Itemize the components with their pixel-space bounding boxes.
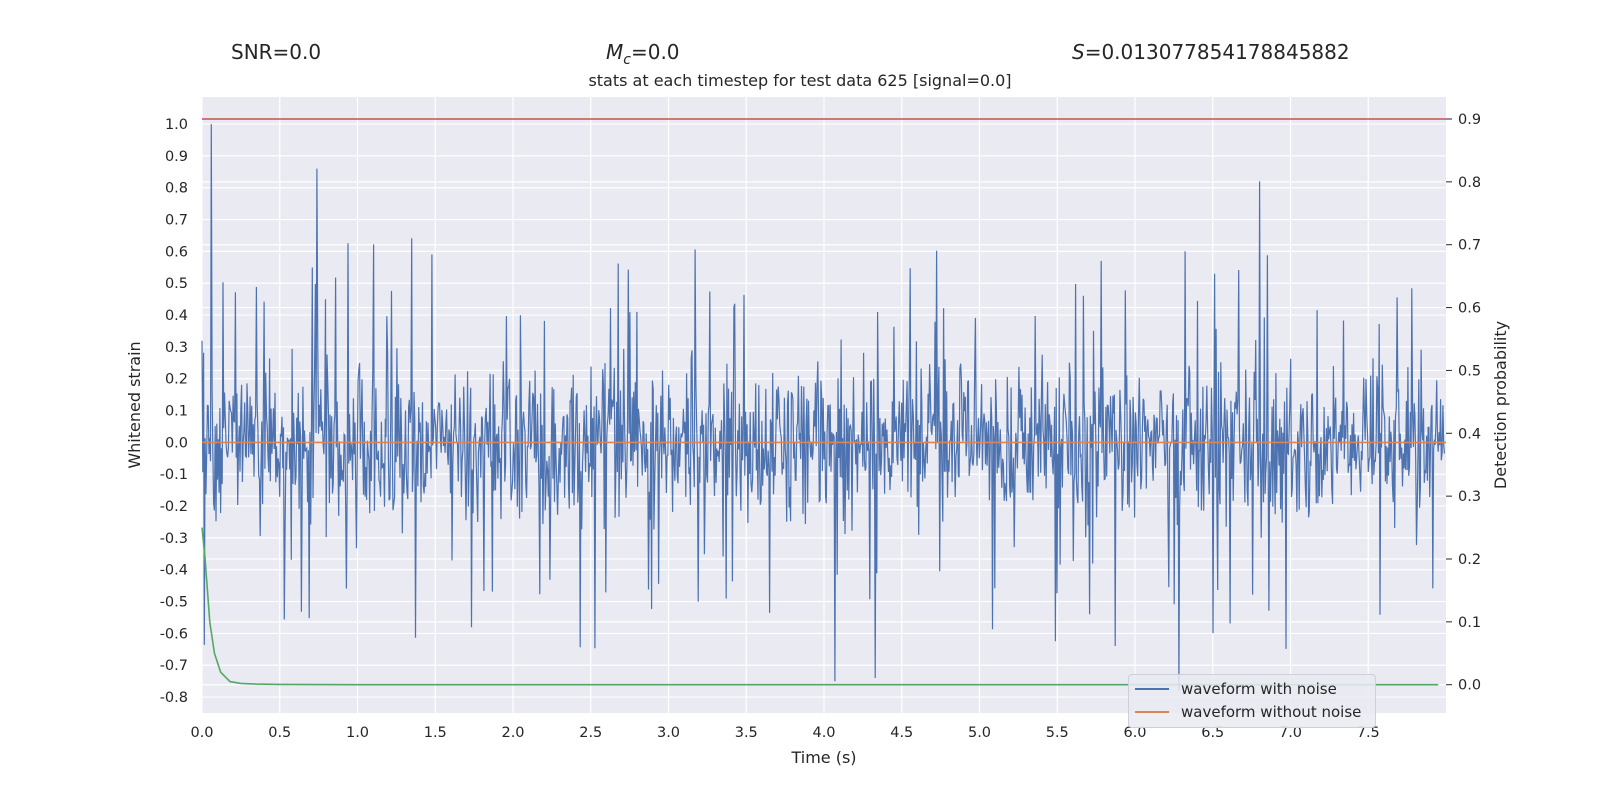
x-tick-label: 3.5 [735, 725, 758, 741]
y-left-tick-label: 0.8 [165, 181, 188, 197]
y-right-tick-label: 0.8 [1458, 175, 1481, 191]
x-tick-label: 2.5 [579, 725, 602, 741]
y-right-tick-label: 0.0 [1458, 678, 1481, 694]
detection-probability-line [201, 527, 1439, 686]
chirp-mass-label: Mc=0.0 [606, 40, 680, 68]
y-left-tick-label: -0.6 [160, 626, 188, 642]
x-tick-label: 5.0 [968, 725, 991, 741]
ticks: 0.0 0.5 1.0 1.5 2.0 2.5 3.0 3.5 4.0 4.5 5.0 5.5 6.0 6… [160, 112, 1481, 741]
x-tick-label: 2.0 [501, 725, 524, 741]
s-stat-symbol: S [1072, 40, 1085, 64]
snr-text: SNR=0.0 [231, 40, 322, 64]
y-left-tick-label: 1.0 [165, 117, 188, 133]
x-tick-label: 4.5 [890, 725, 913, 741]
y-right-tick-label: 0.1 [1458, 615, 1481, 631]
legend-label-without-noise: waveform without noise [1181, 703, 1362, 721]
x-tick-label: 3.0 [657, 725, 680, 741]
y-left-tick-label: 0.0 [165, 435, 188, 451]
y-left-tick-label: -0.4 [160, 563, 188, 579]
y-right-tick-label: 0.4 [1458, 426, 1481, 442]
y-left-tick-label: -0.8 [160, 690, 188, 706]
snr-label: SNR=0.0 [231, 40, 321, 64]
y-axis-left-label: Whitened strain [125, 341, 144, 468]
y-left-tick-label: 0.3 [165, 340, 188, 356]
x-tick-label: 6.5 [1201, 725, 1224, 741]
x-tick-label: 4.0 [812, 725, 835, 741]
chart-title: stats at each timestep for test data 625… [588, 71, 1012, 90]
y-left-tick-label: 0.5 [165, 276, 188, 292]
y-left-tick-label: -0.2 [160, 499, 188, 515]
y-left-tick-label: 0.9 [165, 149, 188, 165]
legend-item-without-noise: waveform without noise [1135, 701, 1361, 723]
y-left-tick-label: 0.1 [165, 404, 188, 420]
y-left-tick-label: -0.3 [160, 531, 188, 547]
legend-swatch-without-noise [1135, 711, 1169, 713]
legend-swatch-with-noise [1135, 688, 1169, 690]
x-axis-label: Time (s) [790, 748, 856, 767]
y-left-tick-label: -0.5 [160, 595, 188, 611]
s-stat-value: =0.013077854178845882 [1084, 40, 1350, 64]
y-right-tick-label: 0.5 [1458, 363, 1481, 379]
x-tick-label: 0.0 [190, 725, 213, 741]
legend: waveform with noise waveform without noi… [1128, 674, 1376, 728]
y-left-tick-label: -0.7 [160, 658, 188, 674]
x-tick-label: 7.0 [1279, 725, 1302, 741]
chirp-mass-subscript: c [623, 52, 631, 68]
chirp-mass-symbol: M [606, 40, 624, 64]
y-right-tick-label: 0.2 [1458, 552, 1481, 568]
x-tick-label: 5.5 [1046, 725, 1069, 741]
legend-label-with-noise: waveform with noise [1181, 680, 1337, 698]
x-tick-label: 0.5 [268, 725, 291, 741]
y-right-tick-label: 0.9 [1458, 112, 1481, 128]
y-left-tick-label: 0.2 [165, 372, 188, 388]
y-right-tick-label: 0.6 [1458, 301, 1481, 317]
x-tick-label: 7.5 [1357, 725, 1380, 741]
x-tick-label: 1.0 [346, 725, 369, 741]
y-left-tick-label: 0.7 [165, 213, 188, 229]
waveform-with-noise-line [201, 124, 1445, 691]
y-left-tick-label: 0.6 [165, 244, 188, 260]
chirp-mass-value: =0.0 [630, 40, 680, 64]
y-axis-right-label: Detection probability [1491, 321, 1510, 489]
x-tick-label: 1.5 [424, 725, 447, 741]
s-stat-label: S=0.013077854178845882 [1072, 40, 1350, 64]
y-right-tick-label: 0.3 [1458, 489, 1481, 505]
y-right-tick-label: 0.7 [1458, 238, 1481, 254]
legend-item-with-noise: waveform with noise [1135, 678, 1337, 700]
series-group [201, 118, 1446, 691]
y-left-tick-label: -0.1 [160, 467, 188, 483]
y-left-tick-label: 0.4 [165, 308, 188, 324]
x-tick-label: 6.0 [1123, 725, 1146, 741]
